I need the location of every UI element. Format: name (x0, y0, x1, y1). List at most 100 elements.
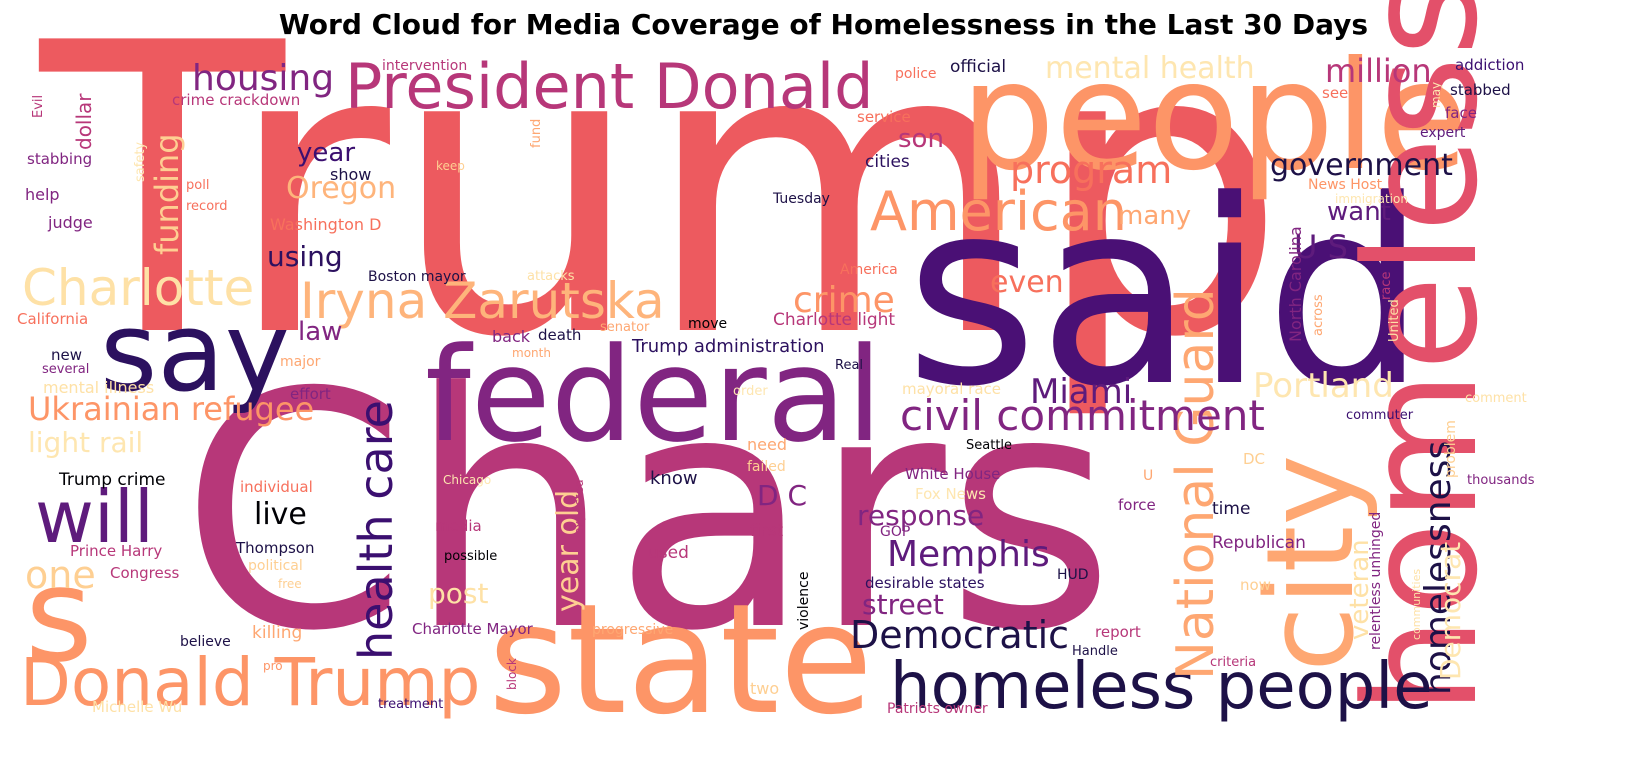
word-senator: senator (600, 320, 650, 335)
word-boston-mayor: Boston mayor (368, 269, 466, 285)
word-pro: pro (263, 659, 283, 673)
word-trump-administration: Trump administration (631, 336, 825, 357)
word-fox-news: Fox News (915, 485, 986, 503)
word-official: official (950, 57, 1006, 77)
word-expert: expert (1420, 125, 1466, 141)
word-congress: Congress (110, 564, 180, 582)
word-charlotte-mayor: Charlotte Mayor (412, 620, 534, 638)
word-patriots-owner: Patriots owner (887, 701, 988, 717)
word-major: major (280, 354, 321, 370)
word-attacks: attacks (527, 269, 575, 284)
word-expected: expected (572, 479, 586, 535)
word-block: block (505, 658, 519, 690)
word-face: face (1445, 104, 1477, 122)
word-killing: killing (252, 623, 302, 643)
word-prince-harry: Prince Harry (70, 542, 162, 560)
word-iryna-zarutska: Iryna Zarutska (300, 272, 665, 330)
word-may: may (1429, 82, 1443, 108)
word-judge: judge (47, 213, 93, 232)
word-immigration: immigration (1335, 192, 1408, 206)
word-dc: DC (1243, 450, 1265, 468)
word-tuesday: Tuesday (772, 191, 830, 207)
word-health-care: health care (349, 400, 403, 660)
word-california: California (17, 310, 88, 328)
word-two: two (750, 679, 779, 698)
word-help: help (25, 185, 60, 204)
word-new: new (51, 346, 82, 364)
word-relentless-unhinged: relentless unhinged (1368, 512, 1384, 650)
chart-title: Word Cloud for Media Coverage of Homeles… (278, 8, 1369, 41)
word-son: son (898, 124, 944, 154)
word-ukrainian-refugee: Ukrainian refugee (28, 390, 314, 428)
word-service: service (857, 108, 911, 126)
word-chars: Chars (180, 323, 1115, 702)
word-democrat: Democrat (1434, 542, 1467, 680)
word-civil-commitment: civil commitment (900, 391, 1265, 440)
word-u-s: U S (1294, 228, 1348, 266)
word-u: U (1143, 468, 1153, 484)
word-democratic: Democratic (850, 613, 1069, 657)
word-america: America (840, 262, 898, 278)
word-say: say (100, 288, 290, 416)
word-post: post (428, 577, 488, 610)
word-dollar: dollar (72, 93, 96, 150)
word-police: police (895, 66, 937, 82)
word-state: state (488, 571, 873, 748)
word-mental-illness: mental illness (43, 378, 154, 397)
word-portland: Portland (1253, 366, 1394, 406)
word-thousands: thousands (1467, 473, 1535, 488)
word-people: people (960, 30, 1468, 204)
word-mayoral-race: mayoral race (902, 380, 1001, 398)
word-failed: failed (747, 459, 786, 475)
word-treatment: treatment (378, 697, 443, 712)
word-news-host: News Host (1308, 177, 1383, 193)
word-see: see (1322, 84, 1348, 102)
word-real: Real (835, 358, 863, 373)
word-charlotte: Charlotte (22, 259, 254, 317)
word-move: move (688, 316, 727, 332)
word-comment: comment (1465, 391, 1527, 406)
word-free: free (278, 577, 302, 591)
word-mental-health: mental health (1045, 51, 1255, 86)
word-show: show (330, 165, 371, 184)
word-one: one (25, 553, 96, 597)
word-hud: HUD (1057, 567, 1089, 583)
word-evil: Evil (31, 95, 46, 118)
word-washington-d: Washington D (270, 215, 381, 234)
word-crime: crime (793, 280, 895, 321)
word-time: time (1212, 499, 1250, 519)
word-report: report (1095, 623, 1141, 641)
word-street: street (862, 588, 944, 621)
word-american: American (870, 180, 1127, 243)
word-many: many (1118, 201, 1191, 231)
word-seattle: Seattle (966, 438, 1012, 453)
word-michelle-wu: Michelle Wu (92, 698, 182, 716)
word-political: political (248, 558, 303, 574)
word-memphis: Memphis (887, 534, 1050, 575)
word-housing: housing (192, 58, 334, 99)
word-want: want (1327, 197, 1391, 227)
word-homeless: homeless (1331, 0, 1512, 715)
word-live: live (254, 497, 307, 532)
word-homeless-people: homeless people (890, 650, 1433, 724)
word-desirable-states: desirable states (865, 574, 985, 592)
word-veteran: veteran (1345, 539, 1375, 640)
word-fund: fund (529, 119, 544, 148)
word-know: know (650, 468, 698, 489)
word-order: order (733, 384, 768, 399)
word-trump-crime: Trump crime (58, 470, 165, 490)
word-government: government (1270, 148, 1453, 183)
word-commuter: commuter (1346, 408, 1414, 423)
word-progressive: progressive (592, 622, 673, 638)
word-stabbed: stabbed (1450, 81, 1511, 99)
word-gop: GOP (880, 524, 910, 540)
word-need: need (747, 435, 787, 454)
word-million: million (1325, 52, 1432, 90)
word-stabbing: stabbing (27, 150, 92, 168)
word-used: used (648, 543, 689, 563)
word-violence: violence (796, 572, 812, 630)
word-problem: problem (1443, 420, 1459, 478)
word-said: said (905, 146, 1427, 443)
word-united: United (1387, 299, 1402, 342)
